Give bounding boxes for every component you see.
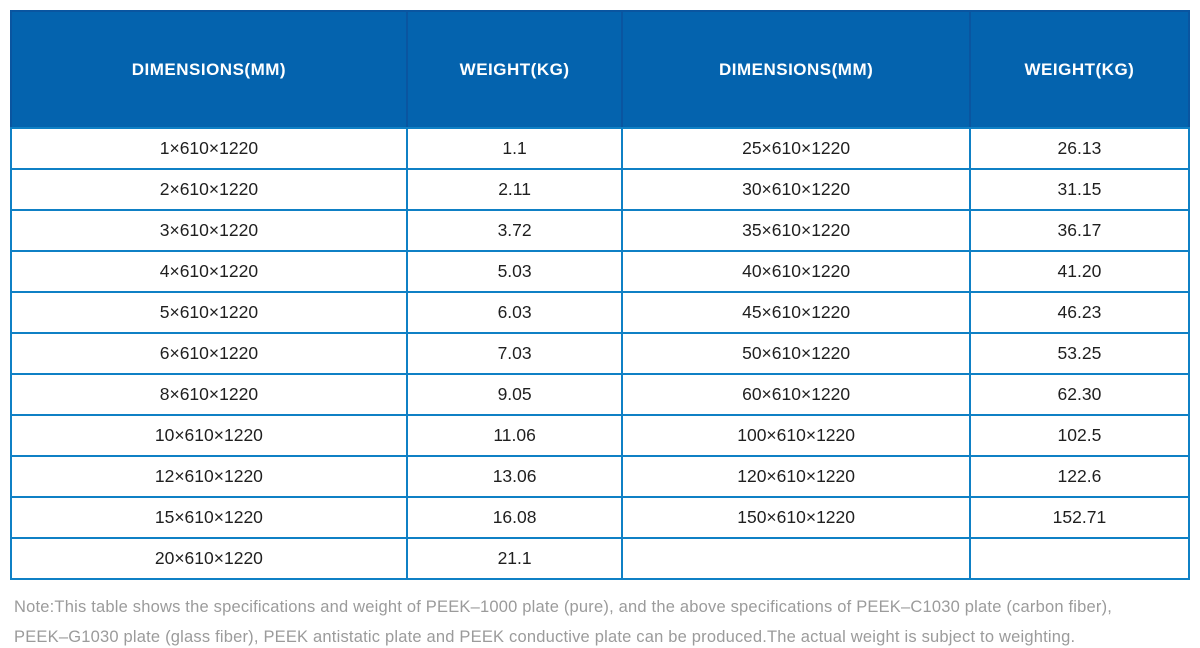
header-dimensions-right: DIMENSIONS(MM) — [621, 10, 971, 129]
dimension-cell: 40×610×1220 — [621, 250, 971, 293]
weight-cell: 46.23 — [968, 291, 1191, 334]
note-line-2: PEEK–G1030 plate (glass fiber), PEEK ant… — [14, 628, 1076, 646]
table-row: 20×610×1220 21.1 — [10, 537, 1191, 580]
header-row: DIMENSIONS(MM) WEIGHT(KG) DIMENSIONS(MM)… — [10, 10, 1191, 129]
dimension-cell: 20×610×1220 — [10, 537, 408, 580]
dimension-cell: 2×610×1220 — [10, 168, 408, 211]
dimension-cell: 12×610×1220 — [10, 455, 408, 498]
weight-cell: 21.1 — [405, 537, 624, 580]
weight-cell: 3.72 — [405, 209, 624, 252]
weight-cell: 13.06 — [405, 455, 624, 498]
table-row: 8×610×1220 9.05 60×610×1220 62.30 — [10, 373, 1191, 416]
weight-cell: 36.17 — [968, 209, 1191, 252]
weight-cell: 122.6 — [968, 455, 1191, 498]
weight-cell: 152.71 — [968, 496, 1191, 539]
dimension-cell: 60×610×1220 — [621, 373, 971, 416]
header-weight-left: WEIGHT(KG) — [405, 10, 624, 129]
weight-cell: 31.15 — [968, 168, 1191, 211]
header-dimensions-left: DIMENSIONS(MM) — [10, 10, 408, 129]
weight-cell: 16.08 — [405, 496, 624, 539]
table-row: 12×610×1220 13.06 120×610×1220 122.6 — [10, 455, 1191, 498]
weight-cell: 6.03 — [405, 291, 624, 334]
dimension-cell: 120×610×1220 — [621, 455, 971, 498]
table-row: 6×610×1220 7.03 50×610×1220 53.25 — [10, 332, 1191, 375]
dimension-cell: 10×610×1220 — [10, 414, 408, 457]
table-row: 10×610×1220 11.06 100×610×1220 102.5 — [10, 414, 1191, 457]
spec-table: DIMENSIONS(MM) WEIGHT(KG) DIMENSIONS(MM)… — [10, 10, 1191, 580]
table-row: 1×610×1220 1.1 25×610×1220 26.13 — [10, 127, 1191, 170]
weight-cell: 62.30 — [968, 373, 1191, 416]
table-row: 3×610×1220 3.72 35×610×1220 36.17 — [10, 209, 1191, 252]
dimension-cell: 45×610×1220 — [621, 291, 971, 334]
weight-cell: 26.13 — [968, 127, 1191, 170]
dimension-cell: 8×610×1220 — [10, 373, 408, 416]
dimension-cell — [621, 537, 971, 580]
dimension-cell: 100×610×1220 — [621, 414, 971, 457]
dimension-cell: 1×610×1220 — [10, 127, 408, 170]
weight-cell: 7.03 — [405, 332, 624, 375]
table-row: 4×610×1220 5.03 40×610×1220 41.20 — [10, 250, 1191, 293]
dimension-cell: 30×610×1220 — [621, 168, 971, 211]
dimension-cell: 50×610×1220 — [621, 332, 971, 375]
note-text: Note:This table shows the specifications… — [14, 592, 1182, 648]
dimension-cell: 150×610×1220 — [621, 496, 971, 539]
table-row: 15×610×1220 16.08 150×610×1220 152.71 — [10, 496, 1191, 539]
weight-cell: 5.03 — [405, 250, 624, 293]
header-weight-right: WEIGHT(KG) — [968, 10, 1191, 129]
weight-cell: 53.25 — [968, 332, 1191, 375]
table-row: 5×610×1220 6.03 45×610×1220 46.23 — [10, 291, 1191, 334]
weight-cell: 11.06 — [405, 414, 624, 457]
dimension-cell: 35×610×1220 — [621, 209, 971, 252]
table-row: 2×610×1220 2.11 30×610×1220 31.15 — [10, 168, 1191, 211]
dimension-cell: 25×610×1220 — [621, 127, 971, 170]
weight-cell: 41.20 — [968, 250, 1191, 293]
dimension-cell: 6×610×1220 — [10, 332, 408, 375]
weight-cell: 9.05 — [405, 373, 624, 416]
dimension-cell: 4×610×1220 — [10, 250, 408, 293]
dimension-cell: 5×610×1220 — [10, 291, 408, 334]
weight-cell: 1.1 — [405, 127, 624, 170]
dimension-cell: 3×610×1220 — [10, 209, 408, 252]
weight-cell — [968, 537, 1191, 580]
weight-cell: 102.5 — [968, 414, 1191, 457]
note-line-1: Note:This table shows the specifications… — [14, 598, 1113, 616]
dimension-cell: 15×610×1220 — [10, 496, 408, 539]
spec-table-body: 1×610×1220 1.1 25×610×1220 26.13 2×610×1220 2… — [10, 127, 1191, 580]
weight-cell: 2.11 — [405, 168, 624, 211]
